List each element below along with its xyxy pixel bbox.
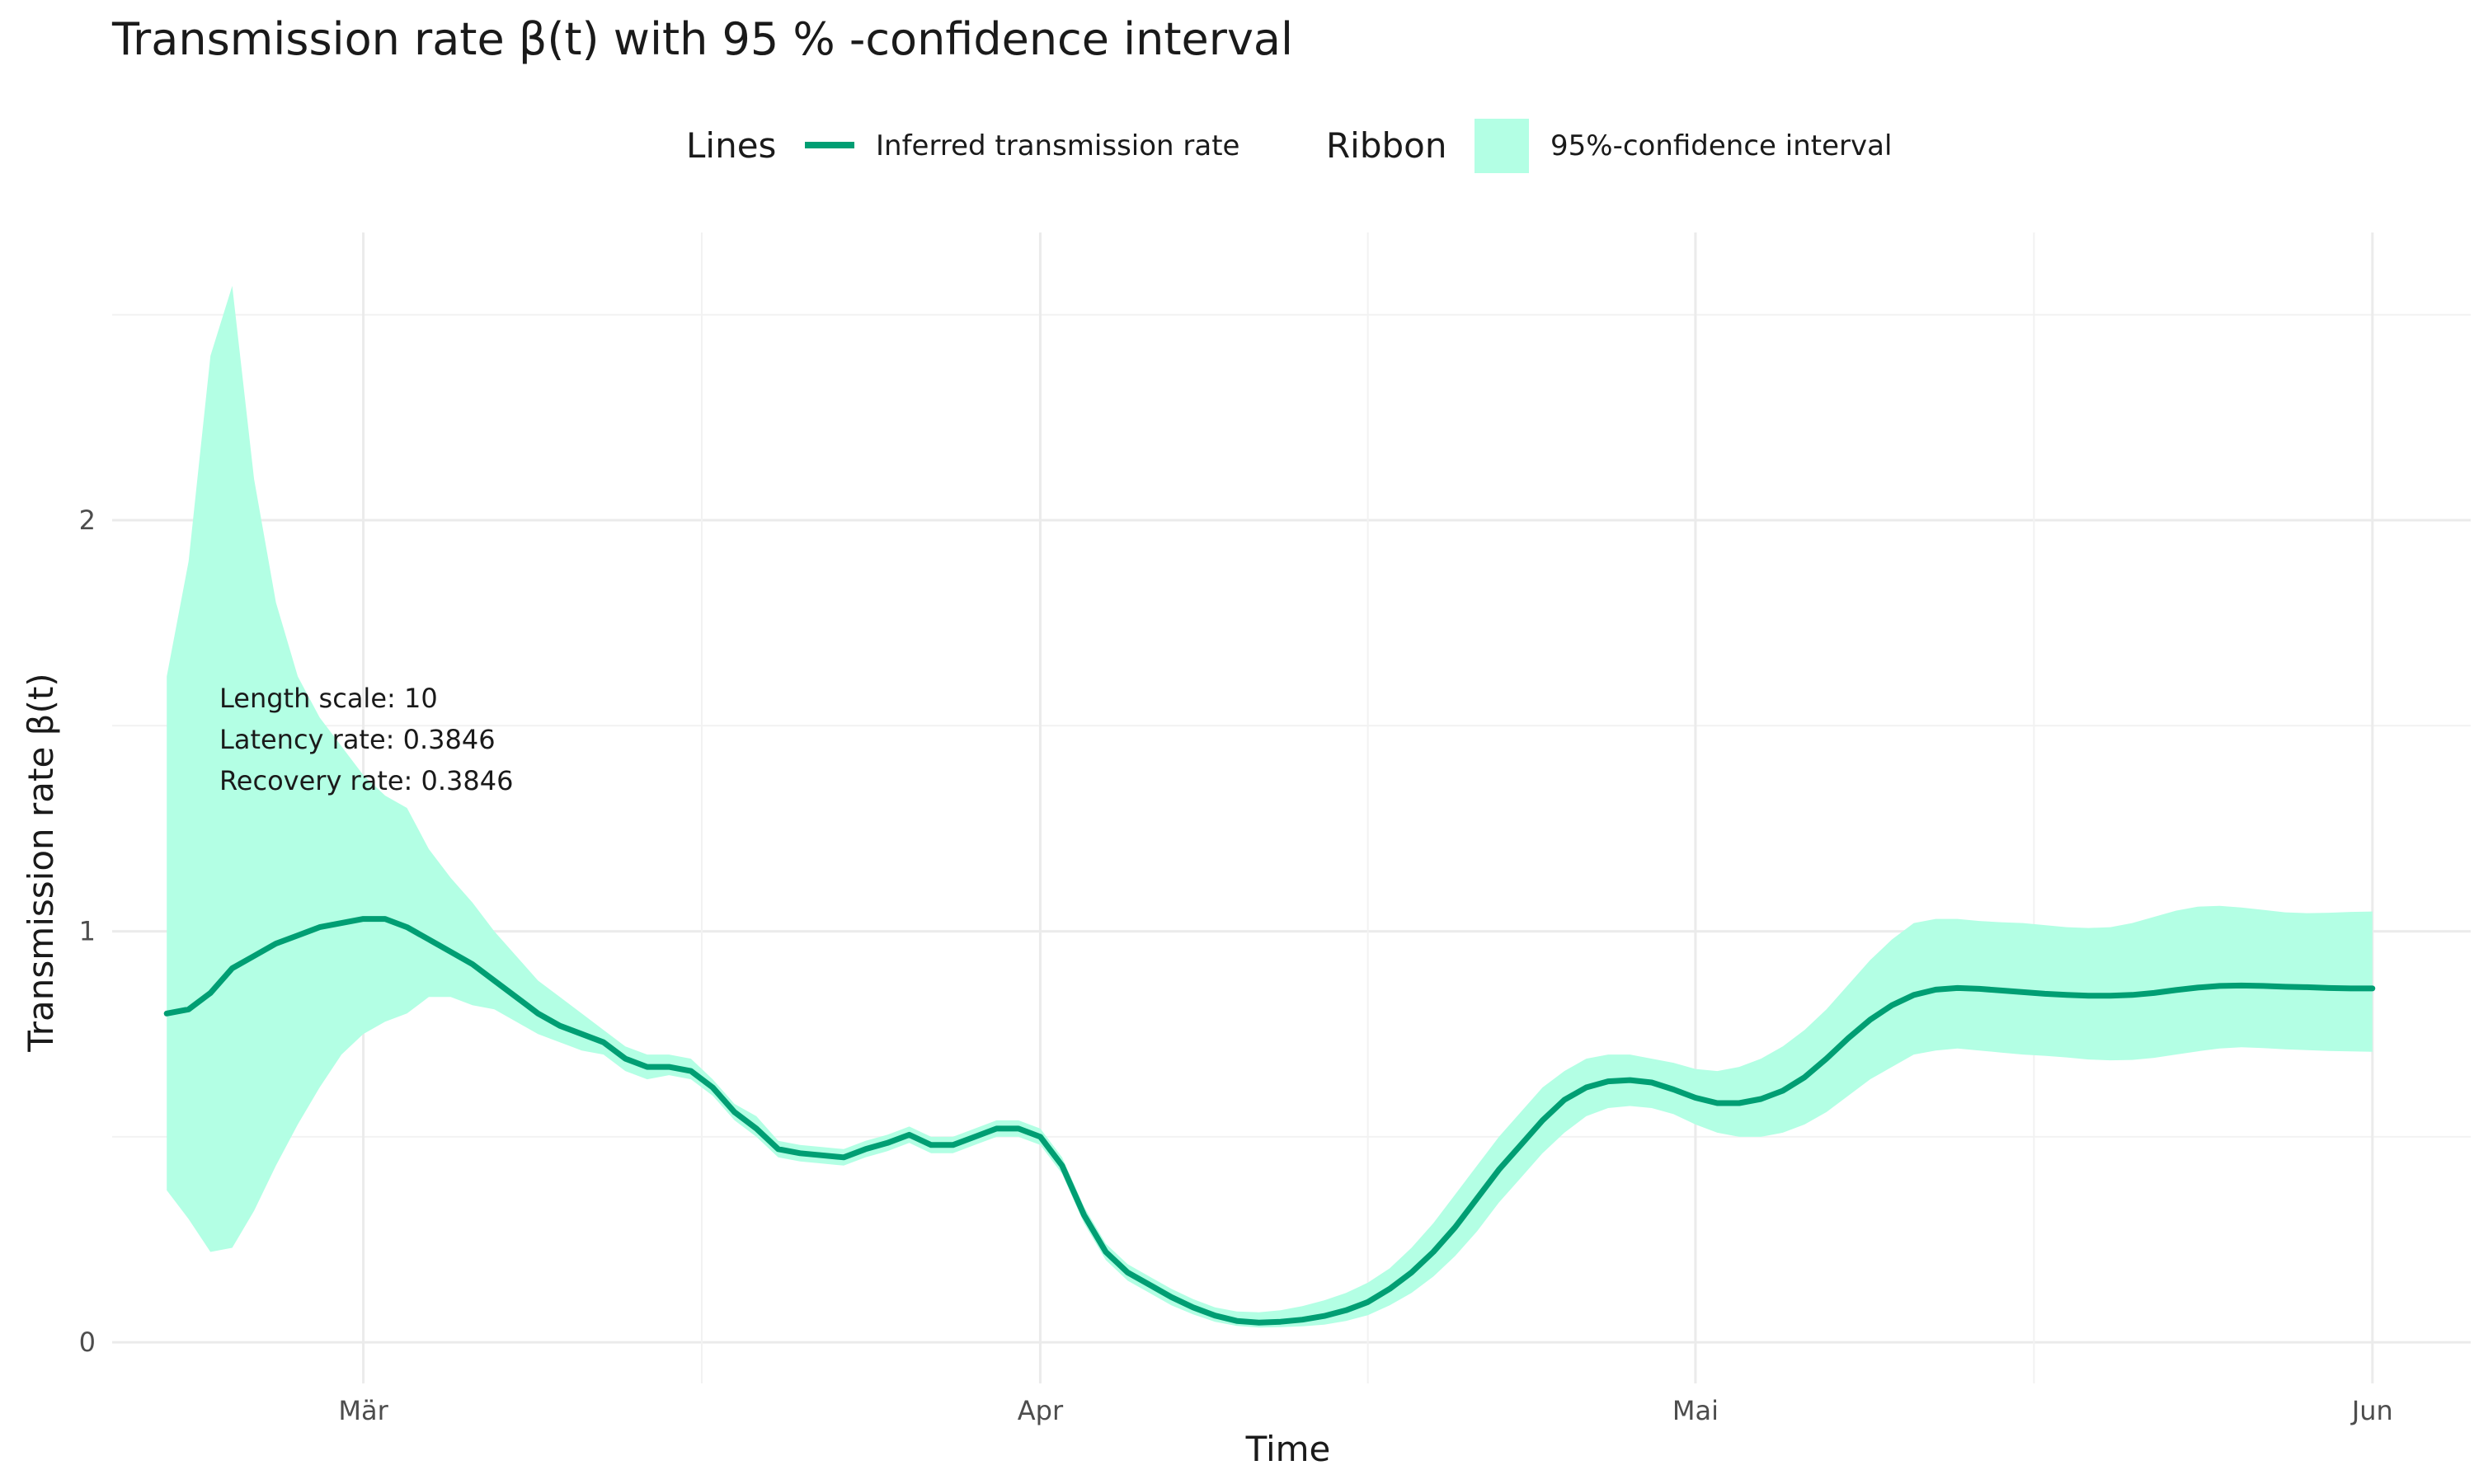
annotation-block: Length scale: 10 Latency rate: 0.3846 Re… <box>219 683 513 796</box>
confidence-ribbon <box>167 285 2373 1328</box>
x-tick-label: Jun <box>2350 1395 2393 1426</box>
legend-ribbon-label: 95%-confidence interval <box>1550 129 1892 162</box>
transmission-line-layer <box>163 916 2376 1326</box>
x-tick-label: Mai <box>1672 1395 1719 1426</box>
legend-ribbon-title: Ribbon <box>1326 125 1447 166</box>
legend-ribbon-key <box>1475 119 1529 173</box>
legend-line-label: Inferred transmission rate <box>876 129 1239 162</box>
chart-title: Transmission rate β(t) with 95 % -confid… <box>111 13 1293 65</box>
annotation-latency-rate: Latency rate: 0.3846 <box>219 724 496 755</box>
x-tick-label: Mär <box>338 1395 388 1426</box>
y-tick-label: 1 <box>79 916 96 947</box>
grid <box>112 232 2471 1383</box>
legend-lines-title: Lines <box>686 125 776 166</box>
annotation-length-scale: Length scale: 10 <box>219 683 438 714</box>
y-tick-label: 0 <box>79 1327 96 1358</box>
y-tick-label: 2 <box>79 505 96 536</box>
legend: Lines Inferred transmission rate Ribbon … <box>686 119 1892 173</box>
annotation-recovery-rate: Recovery rate: 0.3846 <box>219 765 513 796</box>
x-tick-label: Apr <box>1018 1395 1064 1426</box>
y-axis-title: Transmission rate β(t) <box>21 673 61 1052</box>
transmission-rate-line <box>163 916 2376 1326</box>
x-axis-title: Time <box>1245 1429 1331 1469</box>
tick-labels: 0 1 2 Mär Apr Mai Jun <box>79 505 2393 1426</box>
confidence-ribbon-layer <box>167 285 2373 1328</box>
